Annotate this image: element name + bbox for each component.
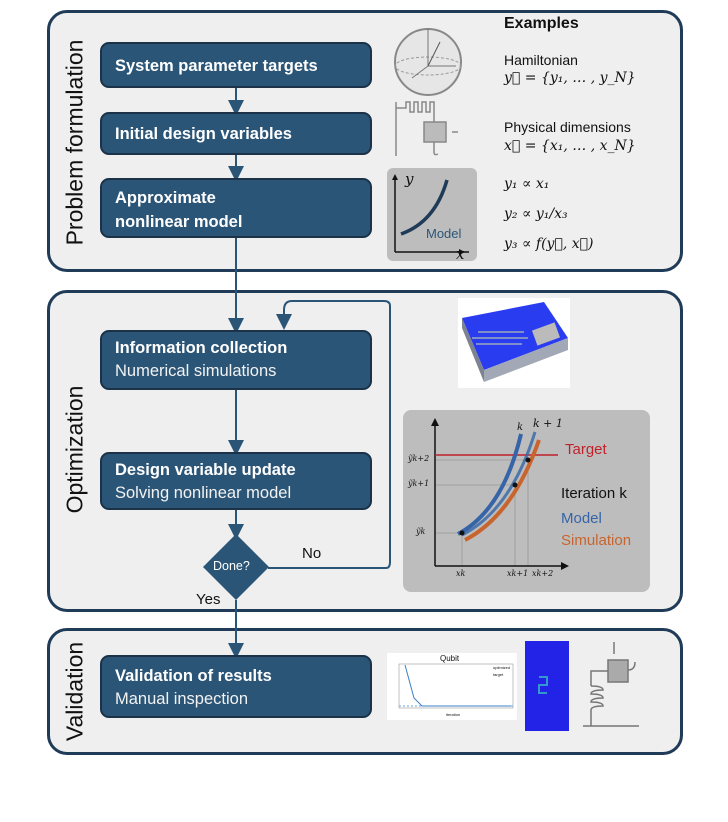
decision-no: No: [302, 545, 322, 562]
curve-k-label: k: [517, 422, 524, 433]
step-initial-design-variables: Initial design variables: [100, 112, 372, 155]
step-title: Validation of results: [115, 667, 272, 685]
iteration-label: Iteration k: [561, 485, 627, 502]
curve-k1-label: k + 1: [533, 417, 563, 430]
qubit-plot-legend-optimized: optimized: [493, 665, 511, 670]
model-curve-k1: [461, 431, 537, 537]
iteration-chart: [431, 418, 569, 570]
model-legend: Model: [561, 510, 602, 527]
relation-1: y₁ ∝ x₁: [504, 176, 550, 192]
step-design-variable-update: Design variable update Solving nonlinear …: [100, 452, 372, 510]
step-subtitle: Manual inspection: [115, 690, 248, 708]
qubit-plot-title: Qubit: [440, 654, 460, 663]
step-approximate-model: Approximate nonlinear model: [100, 178, 372, 238]
y-vector: y⃗ = {y₁, … , y_N}: [504, 70, 636, 86]
y-tick-k1: ỹk+1: [408, 479, 430, 488]
step-subtitle: Solving nonlinear model: [115, 484, 292, 502]
flow-connectors: [203, 88, 391, 659]
step-system-parameter-targets: System parameter targets: [100, 42, 372, 88]
model-icon-y: y: [405, 170, 414, 188]
hamiltonian-label: Hamiltonian: [504, 52, 578, 68]
x-tick-k2: xk+2: [532, 569, 554, 578]
step-title: System parameter targets: [115, 57, 318, 75]
model-icon: [387, 168, 477, 261]
x-tick-k1: xk+1: [507, 569, 529, 578]
qubit-plot: [398, 663, 514, 709]
point-k2: [525, 457, 531, 463]
decision-yes: Yes: [196, 591, 221, 608]
step-title: Initial design variables: [115, 125, 292, 143]
x-vector: x⃗ = {x₁, … , x_N}: [504, 138, 636, 154]
loop-arrow: [268, 300, 391, 569]
x-tick-k: xk: [456, 569, 466, 578]
simulation-curve: [464, 439, 541, 542]
physical-dimensions-label: Physical dimensions: [504, 119, 631, 135]
y-tick-k: ỹk: [416, 527, 426, 536]
step-information-collection: Information collection Numerical simulati…: [100, 330, 372, 390]
model-icon-x: x: [456, 245, 465, 263]
step-subtitle: Numerical simulations: [115, 362, 277, 380]
circuit-icon: [395, 101, 458, 156]
target-label: Target: [565, 441, 607, 458]
iteration-chart-panel: [403, 410, 650, 592]
y-tick-k2: ỹk+2: [408, 454, 430, 463]
qubit-plot-legend-target: target: [493, 672, 504, 677]
qubit-plot-xlabel: iteration: [446, 712, 461, 717]
step-validation: Validation of results Manual inspection: [100, 655, 372, 718]
model-curve-icon: [392, 174, 469, 255]
step-title: Approximate nonlinear model: [115, 189, 243, 231]
step-title: Design variable update: [115, 461, 296, 479]
model-curve-k: [457, 433, 523, 536]
bloch-sphere-icon: [394, 28, 462, 96]
relation-2: y₂ ∝ y₁/x₃: [504, 206, 568, 222]
device-render-image: [458, 298, 570, 388]
examples-heading: Examples: [504, 15, 579, 32]
decision-diamond: [203, 534, 269, 600]
relation-3: y₃ ∝ f(y⃗, x⃗): [504, 236, 594, 252]
point-k1: [512, 482, 518, 488]
point-k: [459, 530, 465, 536]
step-title: Information collection: [115, 339, 288, 357]
model-icon-label: Model: [426, 226, 462, 241]
layout-render-image: [525, 641, 569, 731]
simulation-legend: Simulation: [561, 532, 632, 549]
decision-label: Done?: [213, 559, 250, 573]
circuit-schematic-image: [583, 642, 639, 727]
